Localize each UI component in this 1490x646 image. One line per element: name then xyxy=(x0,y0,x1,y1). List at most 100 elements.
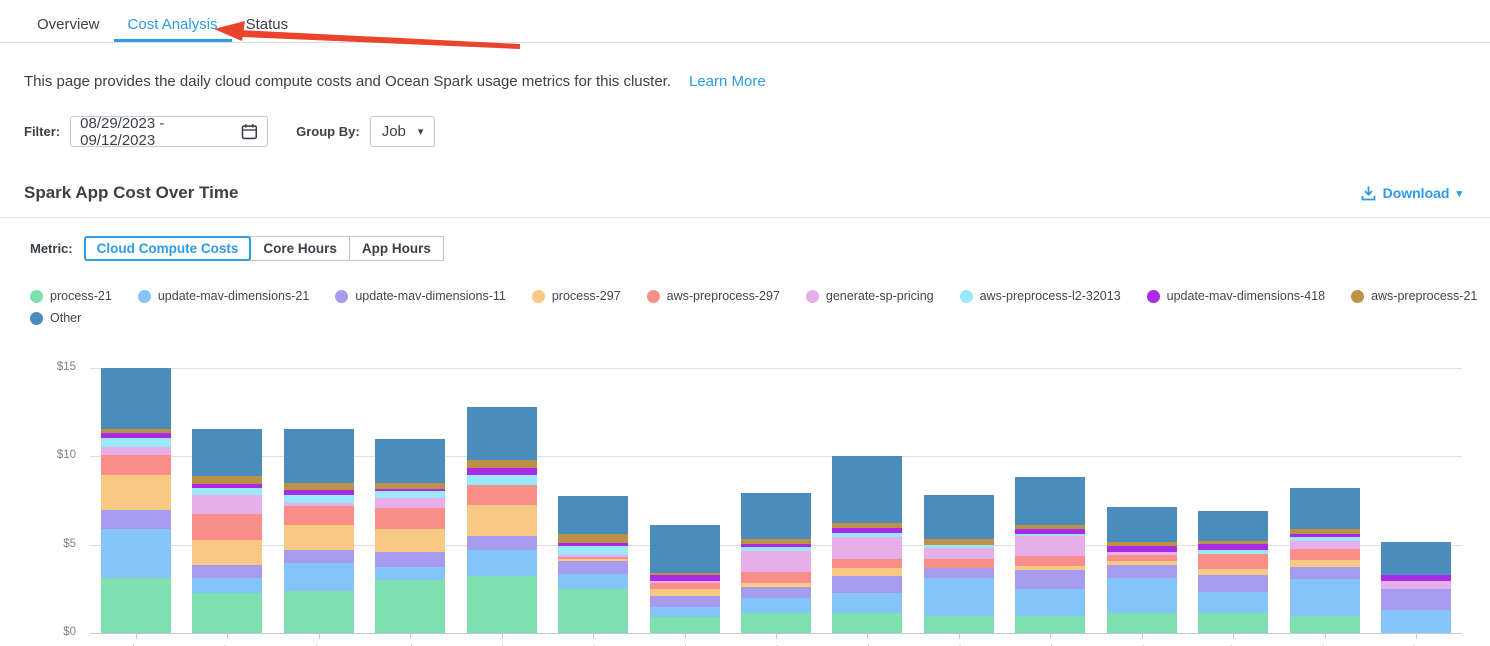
bar-segment-update-mav-dimensions-11 xyxy=(832,576,903,594)
bar-segment-other xyxy=(832,456,903,524)
bar-segment-process-21 xyxy=(923,616,994,633)
bar-segment-other xyxy=(1289,487,1360,530)
bar-segment-aws-preprocess-297 xyxy=(741,571,811,583)
bar-segment-update-mav-dimensions-21 xyxy=(192,578,263,594)
x-axis-tick xyxy=(501,634,503,639)
bar-segment-aws-preprocess-297 xyxy=(100,455,171,475)
bar-segment-process-21 xyxy=(1198,613,1269,633)
metric-option-core-hours[interactable]: Core Hours xyxy=(250,236,350,261)
bar-segment-update-mav-dimensions-11 xyxy=(1106,564,1177,579)
x-axis-label: 9/8 xyxy=(1005,644,1095,646)
x-axis-tick xyxy=(867,634,869,639)
tab-overview[interactable]: Overview xyxy=(37,16,100,33)
bar-segment-other xyxy=(1381,541,1452,575)
x-axis-tick xyxy=(1141,634,1143,639)
download-label: Download xyxy=(1382,185,1450,201)
bar-segment-other xyxy=(100,367,171,429)
legend-item-update-mav-dimensions-11[interactable]: update-mav-dimensions-11 xyxy=(335,289,506,303)
bar-segment-aws-preprocess-l2-32013 xyxy=(1198,549,1269,555)
metric-option-app-hours[interactable]: App Hours xyxy=(348,236,444,261)
bar-segment-update-mav-dimensions-418 xyxy=(375,488,446,492)
bar-segment-update-mav-dimensions-21 xyxy=(100,528,171,579)
x-axis-label: 9/6 xyxy=(822,644,912,646)
stacked-bar-9/5 xyxy=(741,493,811,633)
bar-segment-aws-preprocess-297 xyxy=(1198,554,1269,570)
x-axis-label: 9/3 xyxy=(548,644,638,646)
stacked-bar-9/11 xyxy=(1289,487,1360,633)
tab-cost-analysis[interactable]: Cost Analysis xyxy=(113,8,232,42)
tab-status[interactable]: Status xyxy=(245,16,289,33)
bar-segment-process-21 xyxy=(832,613,903,633)
bar-segment-process-21 xyxy=(1015,616,1086,633)
bar-segment-process-21 xyxy=(375,579,446,633)
filter-label: Filter: xyxy=(24,124,61,139)
bar-segment-other xyxy=(558,495,629,534)
bar-segment-aws-preprocess-21 xyxy=(558,533,629,543)
metric-segmented-control: Cloud Compute Costs Core Hours App Hours xyxy=(83,236,444,261)
bar-segment-update-mav-dimensions-418 xyxy=(558,542,629,547)
legend-dot xyxy=(1351,289,1365,303)
bar-segment-generate-sp-pricing xyxy=(1106,551,1177,556)
legend-dot xyxy=(30,311,43,325)
section-title: Spark App Cost Over Time xyxy=(24,183,239,202)
x-axis-label: 9/4 xyxy=(640,644,730,646)
download-icon xyxy=(1361,185,1375,200)
stacked-bar-9/1 xyxy=(375,439,446,633)
bar-segment-aws-preprocess-l2-32013 xyxy=(1289,537,1360,541)
legend-item-update-mav-dimensions-21[interactable]: update-mav-dimensions-21 xyxy=(137,289,310,303)
stacked-bar-9/6 xyxy=(832,456,903,633)
metric-option-cloud-compute-costs[interactable]: Cloud Compute Costs xyxy=(83,236,252,261)
gridline xyxy=(90,456,1462,457)
bar-segment-update-mav-dimensions-21 xyxy=(1015,588,1086,617)
stacked-bar-9/8 xyxy=(1015,477,1086,633)
bar-segment-update-mav-dimensions-21 xyxy=(649,607,720,617)
download-button[interactable]: Download ▾ xyxy=(1361,185,1462,201)
bar-segment-generate-sp-pricing xyxy=(100,447,171,456)
bar-segment-other xyxy=(375,439,446,483)
bar-segment-aws-preprocess-l2-32013 xyxy=(283,494,354,503)
bar-segment-update-mav-dimensions-11 xyxy=(1015,570,1086,589)
bar-segment-aws-preprocess-297 xyxy=(283,506,354,525)
section-header: Spark App Cost Over Time Download ▾ xyxy=(24,183,1462,203)
group-by-label: Group By: xyxy=(296,124,360,139)
bar-segment-aws-preprocess-l2-32013 xyxy=(832,532,903,537)
legend-item-process-21[interactable]: process-21 xyxy=(30,289,112,303)
legend-item-generate-sp-pricing[interactable]: generate-sp-pricing xyxy=(805,289,934,303)
bar-segment-update-mav-dimensions-418 xyxy=(741,543,811,548)
learn-more-link[interactable]: Learn More xyxy=(689,73,766,90)
section-divider xyxy=(0,217,1490,218)
metric-toggle-row: Metric: Cloud Compute Costs Core Hours A… xyxy=(30,236,1490,261)
x-axis-tick xyxy=(410,634,412,639)
bar-segment-aws-preprocess-21 xyxy=(100,428,171,433)
bar-segment-update-mav-dimensions-11 xyxy=(923,568,994,579)
date-range-input[interactable]: 08/29/2023 - 09/12/2023 xyxy=(70,115,269,149)
legend-item-other[interactable]: Other xyxy=(30,311,81,325)
group-by-select[interactable]: Job ▾ xyxy=(369,116,436,147)
bar-segment-update-mav-dimensions-11 xyxy=(375,551,446,567)
bar-segment-process-21 xyxy=(649,616,720,633)
legend-item-aws-preprocess-21[interactable]: aws-preprocess-21 xyxy=(1351,289,1477,303)
bar-segment-other xyxy=(1106,507,1177,542)
bar-segment-aws-preprocess-l2-32013 xyxy=(558,546,629,556)
bar-segment-process-21 xyxy=(558,588,629,633)
bar-segment-generate-sp-pricing xyxy=(1381,580,1452,589)
bar-segment-generate-sp-pricing xyxy=(741,550,811,572)
legend-item-aws-preprocess-l2-32013[interactable]: aws-preprocess-l2-32013 xyxy=(959,289,1121,303)
stacked-bar-9/7 xyxy=(923,494,994,633)
legend-item-update-mav-dimensions-418[interactable]: update-mav-dimensions-418 xyxy=(1146,289,1325,303)
bar-segment-update-mav-dimensions-21 xyxy=(283,563,354,592)
calendar-icon xyxy=(242,124,258,140)
bar-segment-aws-preprocess-l2-32013 xyxy=(375,491,446,499)
y-axis-label: $10 xyxy=(56,449,76,461)
gridline xyxy=(90,367,1462,369)
bar-segment-process-21 xyxy=(466,576,537,633)
bar-segment-process-297 xyxy=(1015,565,1086,571)
bar-segment-other xyxy=(923,494,994,540)
legend-item-aws-preprocess-297[interactable]: aws-preprocess-297 xyxy=(646,289,780,303)
legend-item-process-297[interactable]: process-297 xyxy=(531,289,621,303)
filter-bar: Filter: 08/29/2023 - 09/12/2023 Group By… xyxy=(24,115,1490,149)
legend-label: aws-preprocess-l2-32013 xyxy=(979,289,1121,303)
bar-segment-update-mav-dimensions-21 xyxy=(466,549,537,577)
legend-label: update-mav-dimensions-21 xyxy=(157,289,310,303)
bar-segment-process-297 xyxy=(649,588,720,596)
